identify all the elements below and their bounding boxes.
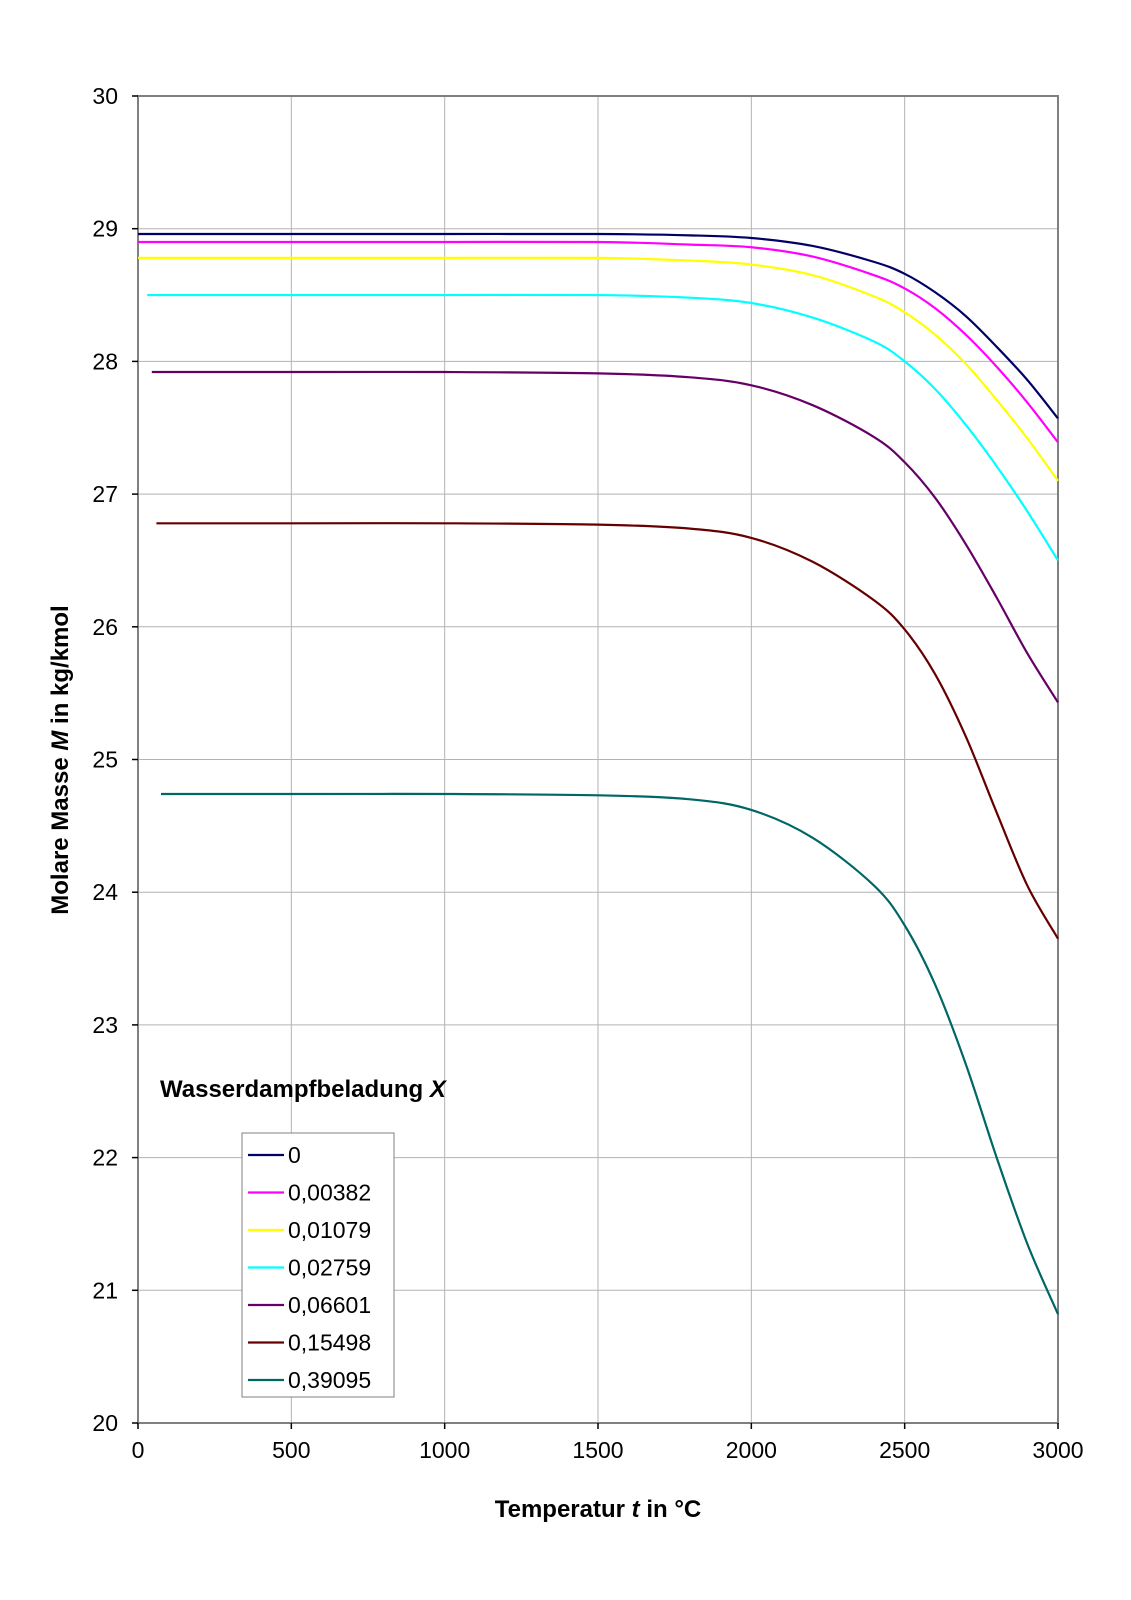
legend-item-label: 0,00382 [288,1180,371,1206]
x-tick-label: 500 [272,1437,310,1463]
y-tick-label: 24 [92,879,118,905]
x-tick-label: 3000 [1032,1437,1083,1463]
legend-title: Wasserdampfbeladung X [160,1076,448,1103]
series-line-1 [138,240,1059,444]
legend-title-prefix: Wasserdampfbeladung [160,1076,430,1103]
legend-title-variable: X [428,1076,448,1103]
y-tick-label: 25 [92,747,118,773]
y-tick-label: 26 [92,614,118,640]
legend-item-label: 0,15498 [288,1330,371,1356]
legend-item-label: 0 [288,1142,301,1168]
y-axis-label-suffix: in kg/kmol [47,605,74,730]
legend: 0 0,00382 0,01079 0,02759 0,06601 0,15498 0,39… [241,1132,395,1398]
x-tick-label: 0 [132,1437,145,1463]
legend-item-label: 0,39095 [288,1367,371,1393]
y-tick-label: 28 [92,348,118,374]
x-tick-label: 2500 [879,1437,930,1463]
y-tick-label: 27 [92,481,118,507]
x-axis-label-variable: t [632,1496,641,1523]
x-axis-label: Temperatur t in °C [495,1496,702,1523]
series-layer [138,232,1060,1315]
x-tick-label: 2000 [726,1437,777,1463]
y-tick-label: 20 [92,1410,118,1436]
y-axis-label-variable: M [47,730,74,751]
y-axis-label: Molare Masse M in kg/kmol [47,605,74,914]
x-axis-label-suffix: in °C [640,1496,702,1523]
y-tick-label: 23 [92,1012,118,1038]
y-tick-label: 30 [92,83,118,109]
x-tick-label: 1500 [572,1437,623,1463]
series-line-4 [151,370,1059,704]
y-tick-label: 29 [92,216,118,242]
y-axis-label-prefix: Molare Masse [47,751,74,915]
y-tick-label: 22 [92,1145,118,1171]
legend-item-label: 0,02759 [288,1255,371,1281]
series-line-0 [138,232,1059,420]
x-axis-label-prefix: Temperatur [495,1496,632,1523]
series-line-5 [156,522,1059,940]
legend-box [241,1132,395,1398]
axis-ticks: 0 500 1000 1500 2000 2500 3000 20 21 22 23 24 25 26 27… [92,83,1083,1463]
x-tick-label: 1000 [419,1437,470,1463]
series-line-3 [147,293,1059,562]
legend-item-label: 0,06601 [288,1292,371,1318]
y-tick-label: 21 [92,1277,118,1303]
series-line-6 [161,792,1060,1315]
legend-item-label: 0,01079 [288,1217,371,1243]
series-line-2 [138,256,1059,482]
